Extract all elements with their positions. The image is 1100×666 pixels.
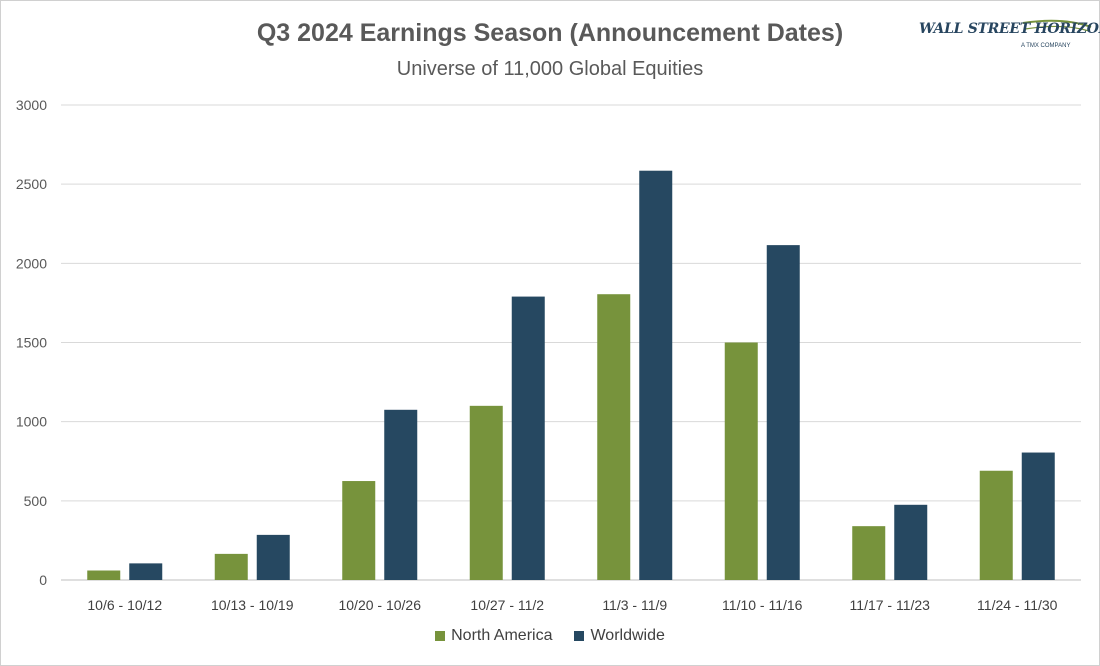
bar-north-america-1 — [214, 553, 248, 580]
legend-label: North America — [451, 627, 553, 644]
bar-worldwide-4 — [639, 170, 673, 581]
wall-street-horizon-logo: WALL STREET HORIZON A TMX COMPANY — [901, 13, 1100, 61]
x-tick-label: 10/20 - 10/26 — [338, 597, 421, 613]
x-tick-label: 11/10 - 11/16 — [722, 597, 803, 613]
chart-subtitle: Universe of 11,000 Global Equities — [396, 58, 704, 80]
bar-north-america-3 — [469, 405, 503, 580]
gridlines — [61, 104, 1081, 581]
legend-swatch — [435, 631, 446, 641]
legend: North America Worldwide — [1, 627, 1099, 645]
bar-north-america-6 — [852, 526, 886, 580]
bar-north-america-2 — [342, 481, 376, 580]
x-tick-label: 10/27 - 11/2 — [470, 597, 544, 613]
bar-worldwide-3 — [511, 296, 545, 580]
bar-north-america-0 — [87, 570, 121, 580]
bar-worldwide-1 — [256, 534, 290, 580]
bar-worldwide-5 — [766, 245, 800, 580]
logo-text: WALL STREET HORIZON — [919, 21, 1100, 37]
bar-north-america-4 — [597, 294, 631, 580]
x-tick-label: 10/6 - 10/12 — [87, 597, 162, 613]
y-tick-label: 3000 — [16, 97, 47, 113]
x-tick-label: 11/17 - 11/23 — [850, 597, 931, 613]
x-tick-label: 10/13 - 10/19 — [211, 597, 294, 613]
bar-north-america-7 — [979, 470, 1013, 580]
y-tick-label: 1500 — [16, 335, 47, 351]
y-tick-label: 500 — [24, 493, 48, 509]
chart-title: Q3 2024 Earnings Season (Announcement Da… — [256, 19, 844, 47]
logo-swoosh-icon — [1022, 19, 1092, 32]
y-tick-label: 0 — [39, 572, 47, 588]
legend-swatch — [574, 631, 585, 641]
bar-worldwide-2 — [384, 409, 418, 580]
legend-label: Worldwide — [590, 627, 665, 644]
logo-subtext: A TMX COMPANY — [1021, 43, 1071, 49]
x-tick-label: 11/3 - 11/9 — [602, 597, 667, 613]
legend-item-north-america: North America — [435, 627, 552, 645]
legend-item-worldwide: Worldwide — [574, 627, 665, 645]
bar-worldwide-7 — [1021, 452, 1055, 580]
bar-worldwide-6 — [894, 504, 928, 580]
y-tick-label: 2500 — [16, 176, 47, 192]
y-tick-label: 1000 — [16, 414, 47, 430]
x-tick-label: 11/24 - 11/30 — [977, 597, 1058, 613]
bar-north-america-5 — [724, 342, 758, 580]
bar-worldwide-0 — [129, 563, 163, 580]
x-axis-tick-labels: 10/6 - 10/12 10/13 - 10/19 10/20 - 10/26 10… — [87, 597, 1057, 613]
y-axis-tick-labels: 0 500 1000 1500 2000 2500 3000 — [16, 97, 47, 588]
y-tick-label: 2000 — [16, 255, 47, 271]
bars — [87, 170, 1055, 581]
